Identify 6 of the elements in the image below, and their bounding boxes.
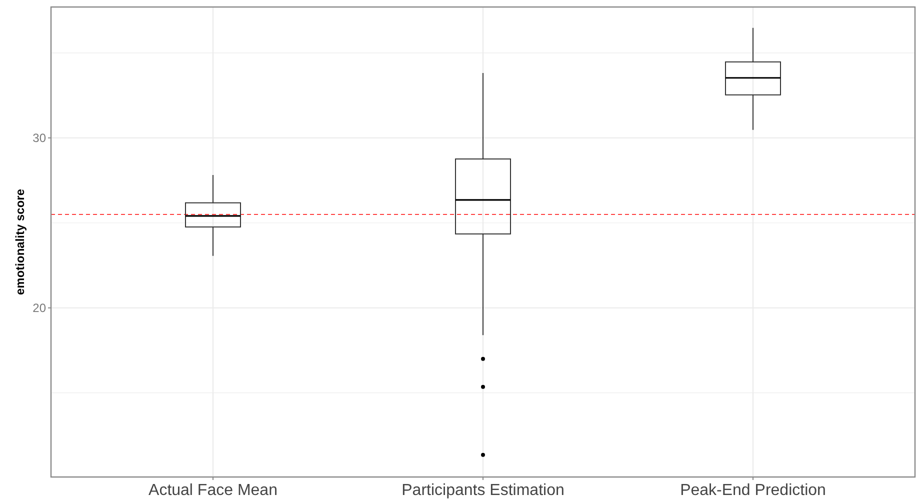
x-tick-label: Peak-End Prediction bbox=[680, 482, 826, 499]
y-axis-title: emotionality score bbox=[13, 188, 27, 296]
x-tick-label: Actual Face Mean bbox=[148, 482, 278, 499]
x-tick-label: Participants Estimation bbox=[402, 482, 564, 499]
y-tick-label: 30 bbox=[32, 131, 46, 146]
y-tick-label: 20 bbox=[32, 301, 46, 316]
